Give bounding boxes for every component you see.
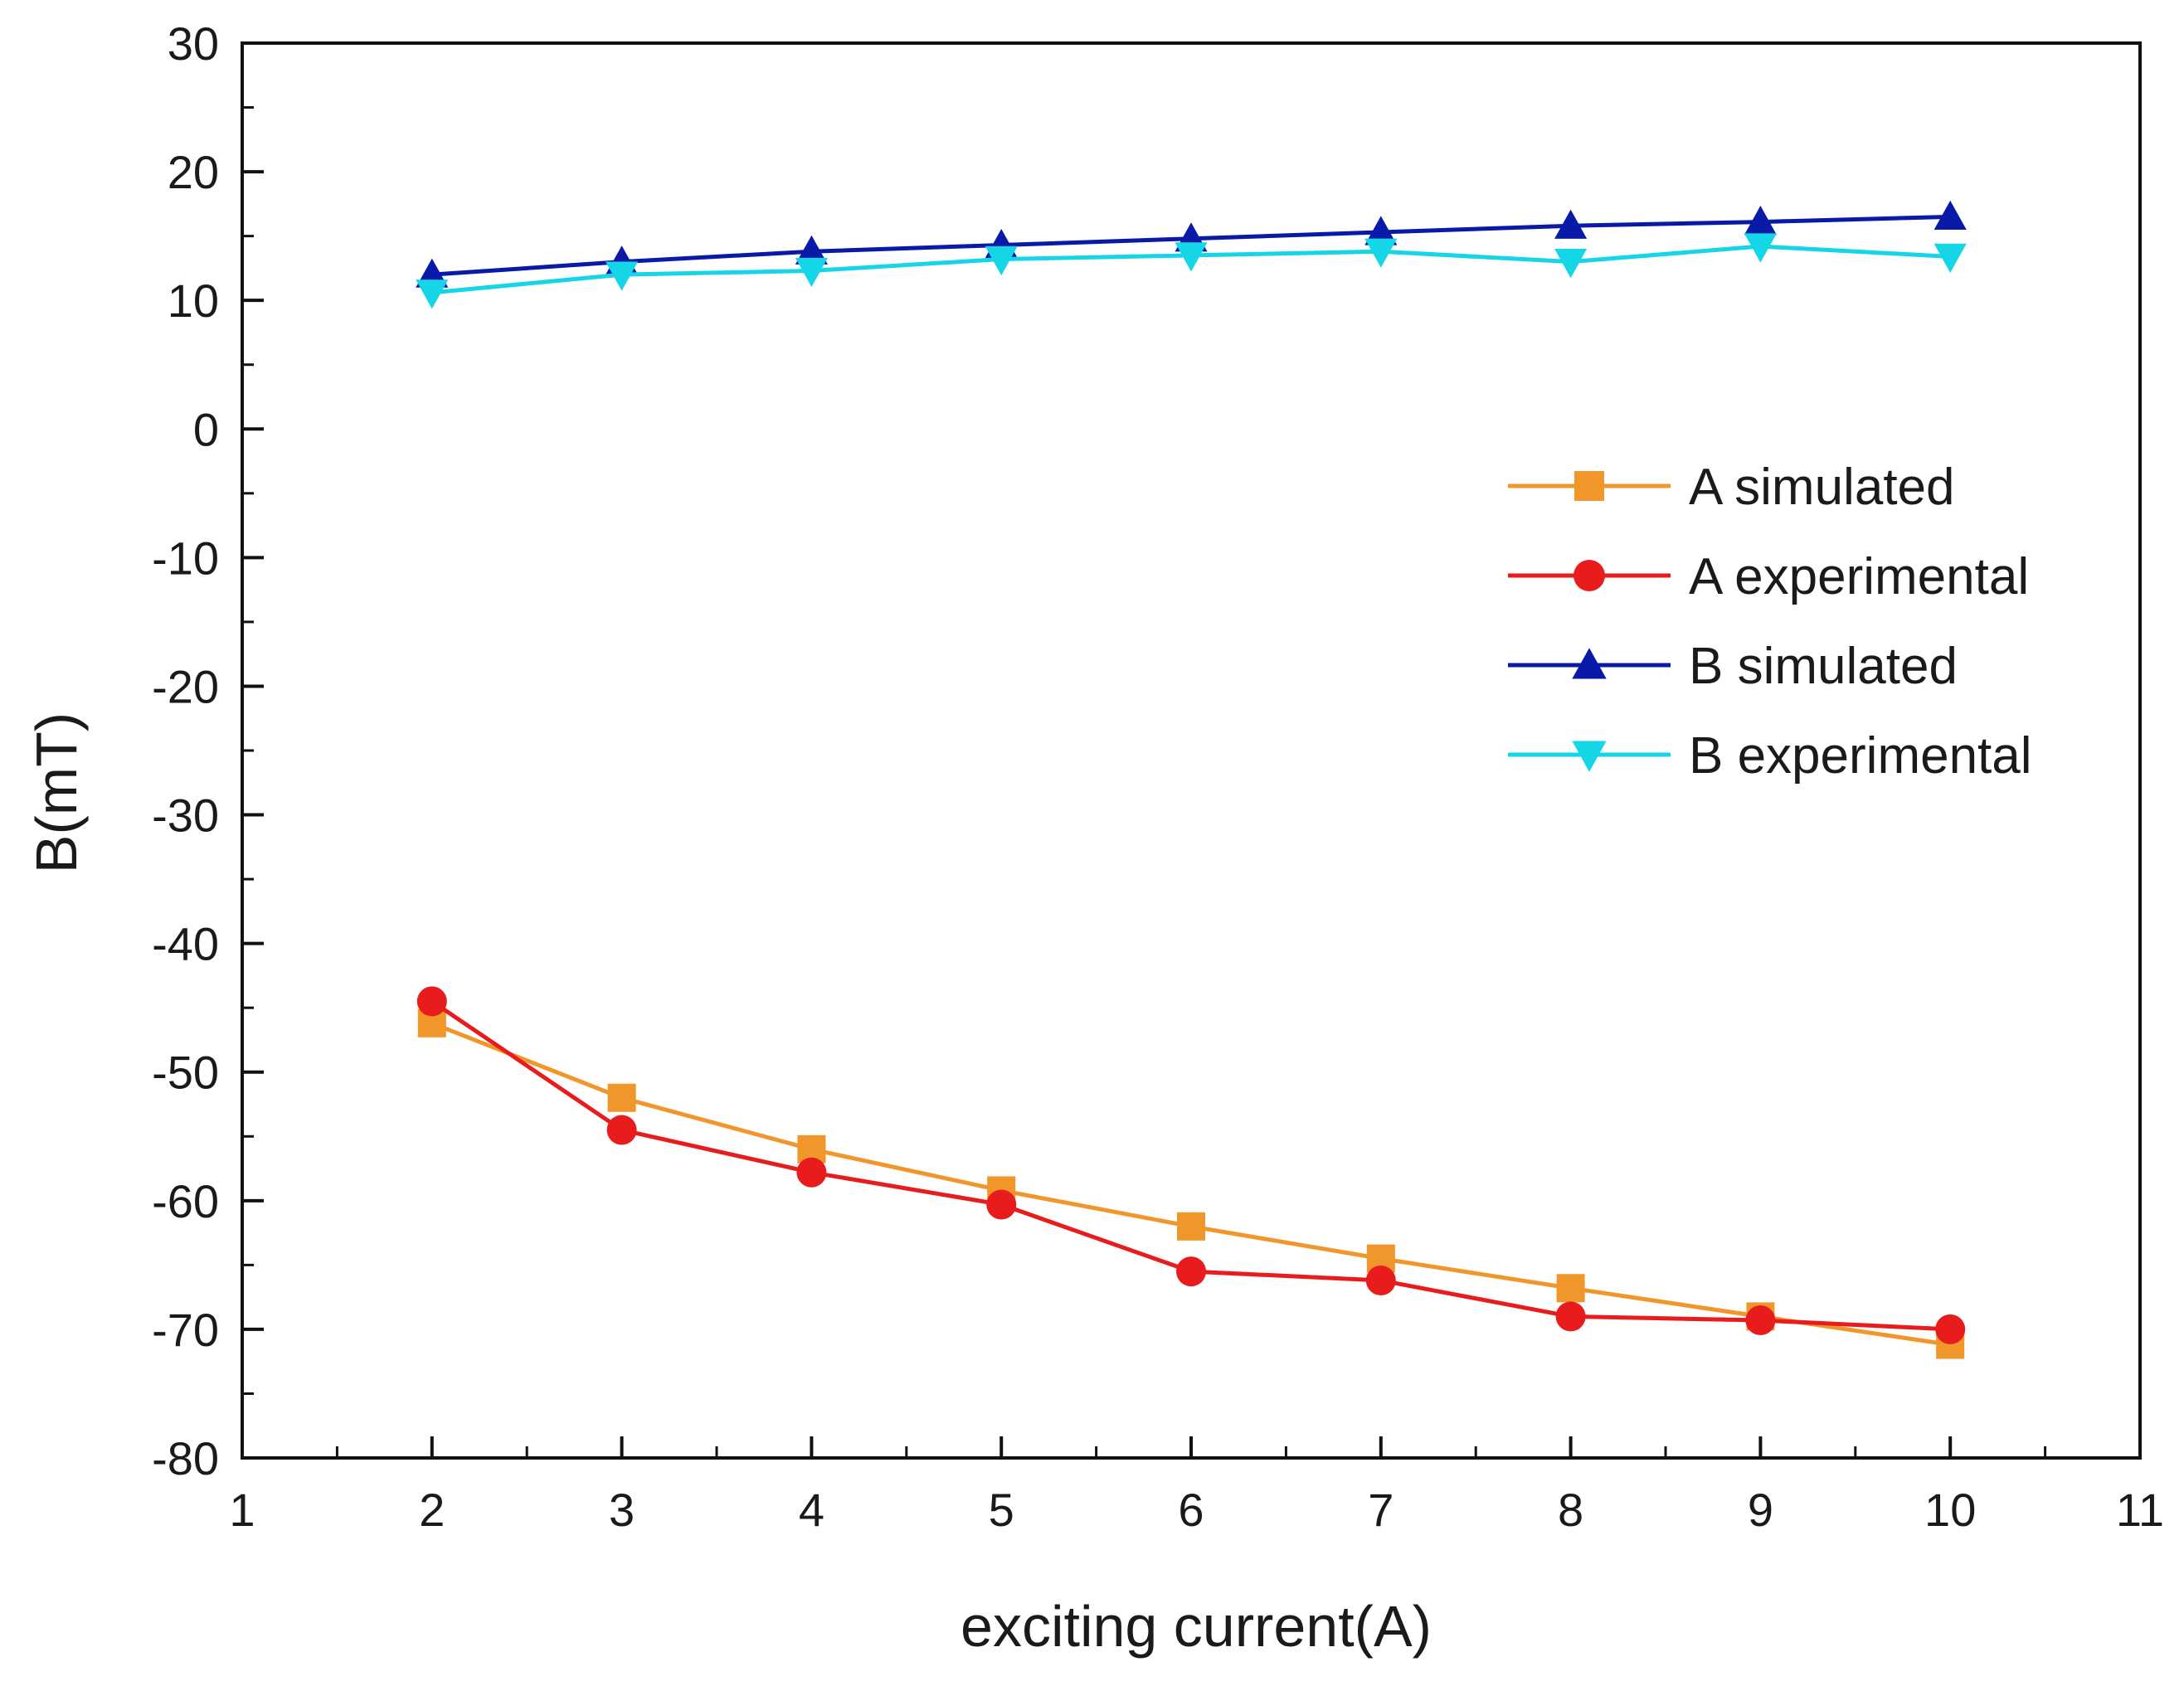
legend-label: A experimental [1689, 548, 2029, 605]
data-point-a-experimental [796, 1157, 827, 1188]
data-point-b-experimental [1933, 243, 1967, 274]
data-point-a-experimental [1176, 1256, 1206, 1287]
x-tick-label: 4 [799, 1484, 824, 1536]
legend-label: B simulated [1689, 638, 1958, 695]
data-point-b-experimental [1554, 249, 1588, 279]
legend-item-a-experimental: A experimental [1508, 548, 2029, 605]
data-point-a-simulated [607, 1083, 636, 1112]
legend-marker [1572, 648, 1607, 679]
data-point-b-experimental [416, 279, 449, 309]
series-a-experimental [416, 986, 1966, 1344]
data-point-a-experimental [1365, 1265, 1396, 1295]
data-point-a-simulated [1556, 1274, 1585, 1303]
data-point-b-experimental [985, 245, 1018, 276]
data-point-b-simulated [1933, 200, 1967, 231]
x-tick-label: 6 [1178, 1484, 1204, 1536]
legend-item-a-simulated: A simulated [1508, 459, 1955, 516]
x-tick-label: 8 [1558, 1484, 1583, 1536]
x-tick-label: 7 [1368, 1484, 1394, 1536]
data-point-b-simulated [1554, 209, 1588, 239]
y-tick-label: -40 [152, 918, 219, 970]
x-axis-title: exciting current(A) [961, 1594, 1432, 1659]
legend-label: B experimental [1689, 727, 2032, 785]
data-point-a-experimental [416, 986, 447, 1017]
legend-label: A simulated [1689, 459, 1955, 516]
data-point-a-experimental [1555, 1301, 1586, 1332]
y-tick-label: -30 [152, 790, 219, 842]
x-tick-label: 3 [609, 1484, 635, 1536]
data-point-b-experimental [606, 261, 639, 291]
y-tick-label: 20 [168, 146, 219, 198]
data-point-b-simulated [795, 235, 828, 265]
x-tick-label: 2 [419, 1484, 445, 1536]
data-point-b-experimental [1175, 242, 1208, 272]
legend-item-b-simulated: B simulated [1508, 638, 1958, 695]
x-tick-label: 1 [229, 1484, 255, 1536]
legend-marker [1574, 471, 1604, 501]
y-axis-title: B(mT) [24, 712, 89, 873]
y-tick-label: -80 [152, 1432, 219, 1484]
y-tick-label: 10 [168, 275, 219, 327]
series-b-experimental [416, 233, 1967, 309]
data-point-b-simulated [1364, 216, 1398, 245]
y-tick-label: -10 [152, 532, 219, 584]
axes-layer: 1 2 3 4 5 6 7 8 9 10 11 -80 -70 -60 -50 -40 -30 -20 -10 0 10… [152, 17, 2164, 1536]
data-point-b-experimental [1744, 233, 1777, 263]
legend-item-b-experimental: B experimental [1508, 727, 2032, 785]
legend-marker [1572, 741, 1607, 772]
x-tick-label: 10 [1924, 1484, 1976, 1536]
data-point-a-simulated [1177, 1212, 1205, 1241]
data-point-b-experimental [1364, 238, 1398, 268]
x-tick-label: 11 [2116, 1484, 2164, 1536]
legend: A simulated A experimental B simulated B ex… [1508, 459, 2032, 785]
y-tick-label: -60 [152, 1175, 219, 1227]
data-point-a-experimental [606, 1115, 637, 1145]
data-point-b-simulated [1744, 206, 1777, 236]
y-tick-label: 30 [168, 17, 219, 70]
y-tick-label: -50 [152, 1047, 219, 1099]
y-tick-label: 0 [193, 403, 219, 455]
y-tick-label: -70 [152, 1304, 219, 1356]
series-line-a-simulated [430, 1021, 1951, 1347]
data-point-b-experimental [795, 257, 828, 288]
data-point-a-experimental [986, 1189, 1017, 1220]
x-tick-label: 5 [989, 1484, 1014, 1536]
data-point-a-experimental [1745, 1305, 1776, 1336]
x-tick-label: 9 [1748, 1484, 1773, 1536]
data-point-a-experimental [1935, 1314, 1966, 1344]
legend-marker [1574, 560, 1605, 591]
series-a-simulated [417, 1008, 1965, 1359]
series-layer [416, 200, 1967, 1359]
y-tick-label: -20 [152, 660, 219, 712]
